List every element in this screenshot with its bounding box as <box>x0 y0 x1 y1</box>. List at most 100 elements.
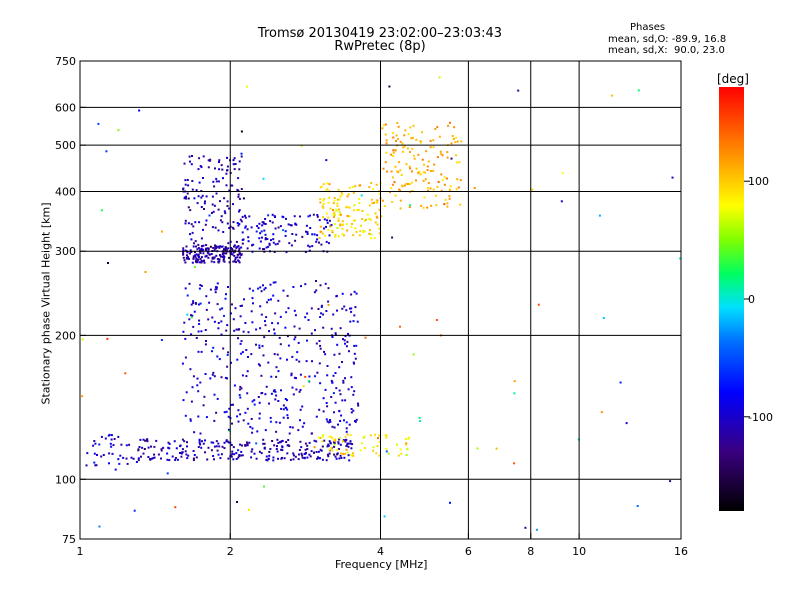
data-point <box>237 409 240 412</box>
data-point <box>328 452 331 455</box>
data-point <box>246 247 249 250</box>
data-point <box>269 448 272 450</box>
data-point <box>423 163 425 166</box>
data-point <box>446 205 449 208</box>
data-point <box>295 233 298 236</box>
data-point <box>235 240 238 243</box>
data-point <box>338 437 341 440</box>
data-point <box>171 455 174 458</box>
data-point <box>200 446 203 449</box>
data-point <box>232 203 234 206</box>
data-point <box>189 209 192 212</box>
data-point <box>198 249 201 252</box>
data-point <box>349 442 352 445</box>
data-point <box>267 245 270 248</box>
data-point <box>421 131 423 134</box>
data-point <box>406 147 409 150</box>
data-point <box>276 242 279 245</box>
data-point <box>456 178 459 181</box>
data-point <box>319 347 322 350</box>
data-point <box>202 244 205 247</box>
data-point <box>317 456 319 459</box>
data-point <box>319 316 322 318</box>
data-point <box>237 328 240 331</box>
data-point <box>319 344 322 347</box>
data-point <box>209 245 212 248</box>
data-point <box>329 225 332 228</box>
data-point <box>411 147 414 150</box>
data-point <box>249 425 252 428</box>
data-point <box>186 254 188 257</box>
data-point <box>435 194 438 197</box>
data-point <box>240 155 243 158</box>
data-point <box>320 312 323 315</box>
data-point <box>333 211 336 214</box>
data-point <box>200 247 203 250</box>
data-point <box>190 303 193 306</box>
data-point <box>328 219 331 222</box>
data-point <box>191 261 194 264</box>
data-point <box>206 458 209 461</box>
data-point <box>259 327 262 330</box>
data-point <box>435 204 438 207</box>
data-point <box>400 452 403 455</box>
data-point <box>244 226 247 229</box>
data-point <box>217 260 220 263</box>
data-point <box>269 416 272 419</box>
data-point <box>278 421 281 424</box>
data-point <box>240 387 243 390</box>
data-point <box>273 444 276 447</box>
data-point <box>195 245 197 248</box>
data-point <box>242 238 245 241</box>
data-point <box>202 404 205 407</box>
data-point <box>355 231 358 233</box>
data-point <box>438 135 441 138</box>
data-point <box>220 164 223 167</box>
data-point <box>328 234 331 237</box>
data-point <box>251 431 254 434</box>
data-point <box>445 177 448 180</box>
data-point <box>265 385 268 388</box>
data-point <box>455 136 458 139</box>
data-point <box>413 154 415 157</box>
data-point <box>263 248 266 251</box>
data-point <box>308 245 311 248</box>
data-point <box>210 449 213 452</box>
data-point <box>263 336 266 339</box>
data-point <box>679 257 682 260</box>
data-point <box>183 321 186 324</box>
data-point <box>346 443 349 446</box>
data-point <box>321 445 324 448</box>
data-point <box>235 247 238 250</box>
data-point <box>319 457 321 460</box>
data-point <box>436 185 439 188</box>
data-point <box>81 338 84 341</box>
data-point <box>153 445 156 448</box>
data-point <box>392 136 395 139</box>
data-point <box>261 392 264 394</box>
data-point <box>304 316 307 319</box>
data-point <box>293 338 296 341</box>
data-point <box>423 171 426 174</box>
data-point <box>372 446 375 449</box>
data-point <box>264 223 267 225</box>
data-point <box>280 389 282 392</box>
data-point <box>200 261 203 264</box>
data-point <box>403 145 406 148</box>
data-point <box>330 379 333 382</box>
data-point <box>354 420 356 422</box>
data-point <box>441 179 444 182</box>
data-point <box>313 439 316 442</box>
data-point <box>251 250 254 253</box>
data-point <box>250 456 253 459</box>
data-point <box>166 458 169 461</box>
data-point <box>287 439 290 441</box>
data-point <box>336 198 339 201</box>
data-point <box>419 141 422 144</box>
data-point <box>183 259 186 262</box>
data-point <box>337 448 340 450</box>
data-point <box>168 459 171 462</box>
data-point <box>189 368 192 371</box>
data-point <box>322 183 325 186</box>
data-point <box>100 435 103 438</box>
